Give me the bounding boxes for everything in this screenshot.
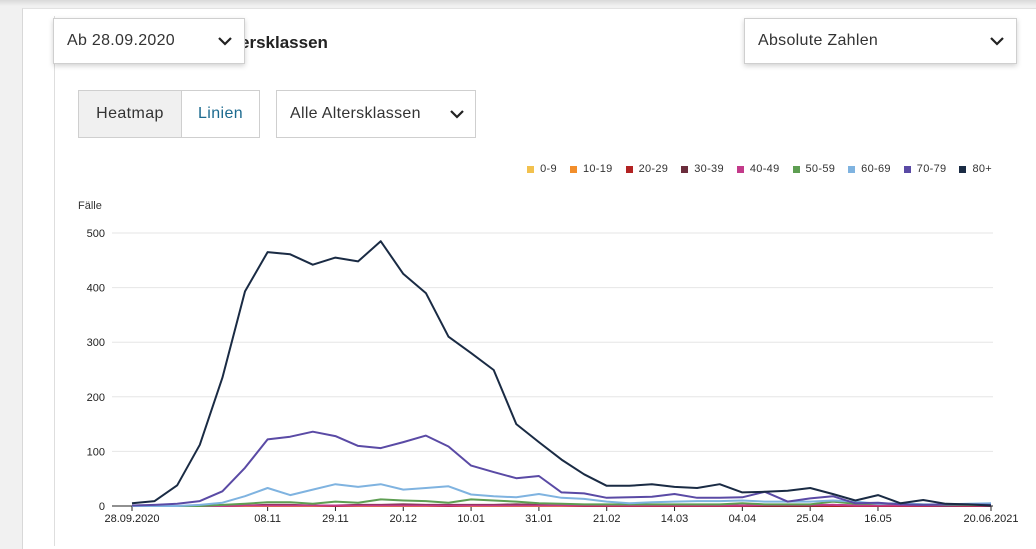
legend-item-40-49[interactable]: 40-49 [736, 163, 780, 175]
legend-label: 70-79 [916, 163, 947, 175]
y-axis-title: Fälle [78, 200, 102, 212]
legend-swatch [736, 165, 744, 173]
legend-swatch [569, 165, 577, 173]
mode-filter-dropdown[interactable]: Absolute Zahlen [744, 18, 1017, 64]
y-tick-label: 200 [87, 392, 105, 404]
y-tick-label: 0 [99, 501, 105, 513]
x-tick-label: 16.05 [864, 513, 892, 525]
heatmap-toggle-button[interactable]: Heatmap [78, 90, 182, 138]
legend-item-50-59[interactable]: 50-59 [792, 163, 836, 175]
legend-item-20-29[interactable]: 20-29 [625, 163, 669, 175]
date-filter-dropdown[interactable]: Ab 28.09.2020 [53, 18, 245, 64]
chevron-down-icon [218, 37, 232, 46]
legend-swatch [959, 165, 967, 173]
section-title: ersklassen [240, 33, 328, 52]
legend-label: 40-49 [749, 163, 780, 175]
x-tick-label: 08.11 [254, 513, 281, 525]
legend-label: 20-29 [638, 163, 669, 175]
legend-label: 0-9 [540, 163, 557, 175]
legend-swatch [848, 165, 856, 173]
age-class-select-label: Alle Altersklassen [290, 105, 421, 122]
chart-legend: 0-9 10-19 20-29 30-39 40-49 50-59 60-69 70-79 80… [514, 163, 992, 175]
legend-label: 30-39 [694, 163, 724, 175]
date-filter-label: Ab 28.09.2020 [67, 32, 175, 49]
legend-swatch [681, 165, 689, 173]
x-tick-label: 20.12 [389, 513, 417, 525]
y-tick-label: 100 [87, 446, 105, 458]
lines-toggle-button[interactable]: Linien [182, 90, 260, 138]
series-line-50-59 [132, 498, 991, 507]
chevron-down-icon [990, 37, 1004, 46]
view-toggle: Heatmap Linien [78, 90, 260, 138]
age-class-select[interactable]: Alle Altersklassen [276, 90, 476, 138]
legend-label: 80+ [972, 163, 992, 175]
line-chart: Fälle 0 100 200 300 400 500 28.09.2020 08.11 29.1… [78, 200, 1019, 525]
series-line-70-79 [131, 430, 992, 507]
legend-label: 10-19 [582, 163, 613, 175]
x-tick-label: 25.04 [796, 513, 824, 525]
legend-item-70-79[interactable]: 70-79 [903, 163, 947, 175]
x-tick-label: 20.06.2021 [963, 513, 1018, 525]
x-tick-label: 29.11 [322, 513, 349, 525]
x-tick-label: 10.01 [457, 513, 485, 525]
chevron-down-icon [450, 110, 464, 119]
legend-item-0-9[interactable]: 0-9 [527, 163, 557, 175]
y-tick-label: 500 [87, 228, 105, 240]
x-tick-label: 21.02 [593, 513, 621, 525]
y-tick-label: 300 [87, 337, 105, 349]
x-tick-label: 31.01 [525, 513, 553, 525]
legend-item-30-39[interactable]: 30-39 [681, 163, 724, 175]
series-line-40-49 [132, 503, 991, 507]
legend-item-10-19[interactable]: 10-19 [569, 163, 613, 175]
legend-swatch [903, 165, 911, 173]
legend-item-80+[interactable]: 80+ [959, 163, 992, 175]
legend-label: 60-69 [861, 163, 891, 175]
x-tick-label: 28.09.2020 [104, 513, 159, 525]
series-line-80+ [131, 240, 992, 507]
mode-filter-label: Absolute Zahlen [758, 32, 879, 49]
legend-swatch [792, 165, 800, 173]
top-shadow [0, 0, 1036, 6]
legend-label: 50-59 [805, 163, 836, 175]
legend-swatch [625, 165, 633, 173]
x-tick-label: 04.04 [729, 513, 757, 525]
legend-swatch [527, 165, 535, 173]
legend-item-60-69[interactable]: 60-69 [848, 163, 891, 175]
y-tick-label: 400 [87, 283, 105, 295]
x-tick-label: 14.03 [661, 513, 689, 525]
